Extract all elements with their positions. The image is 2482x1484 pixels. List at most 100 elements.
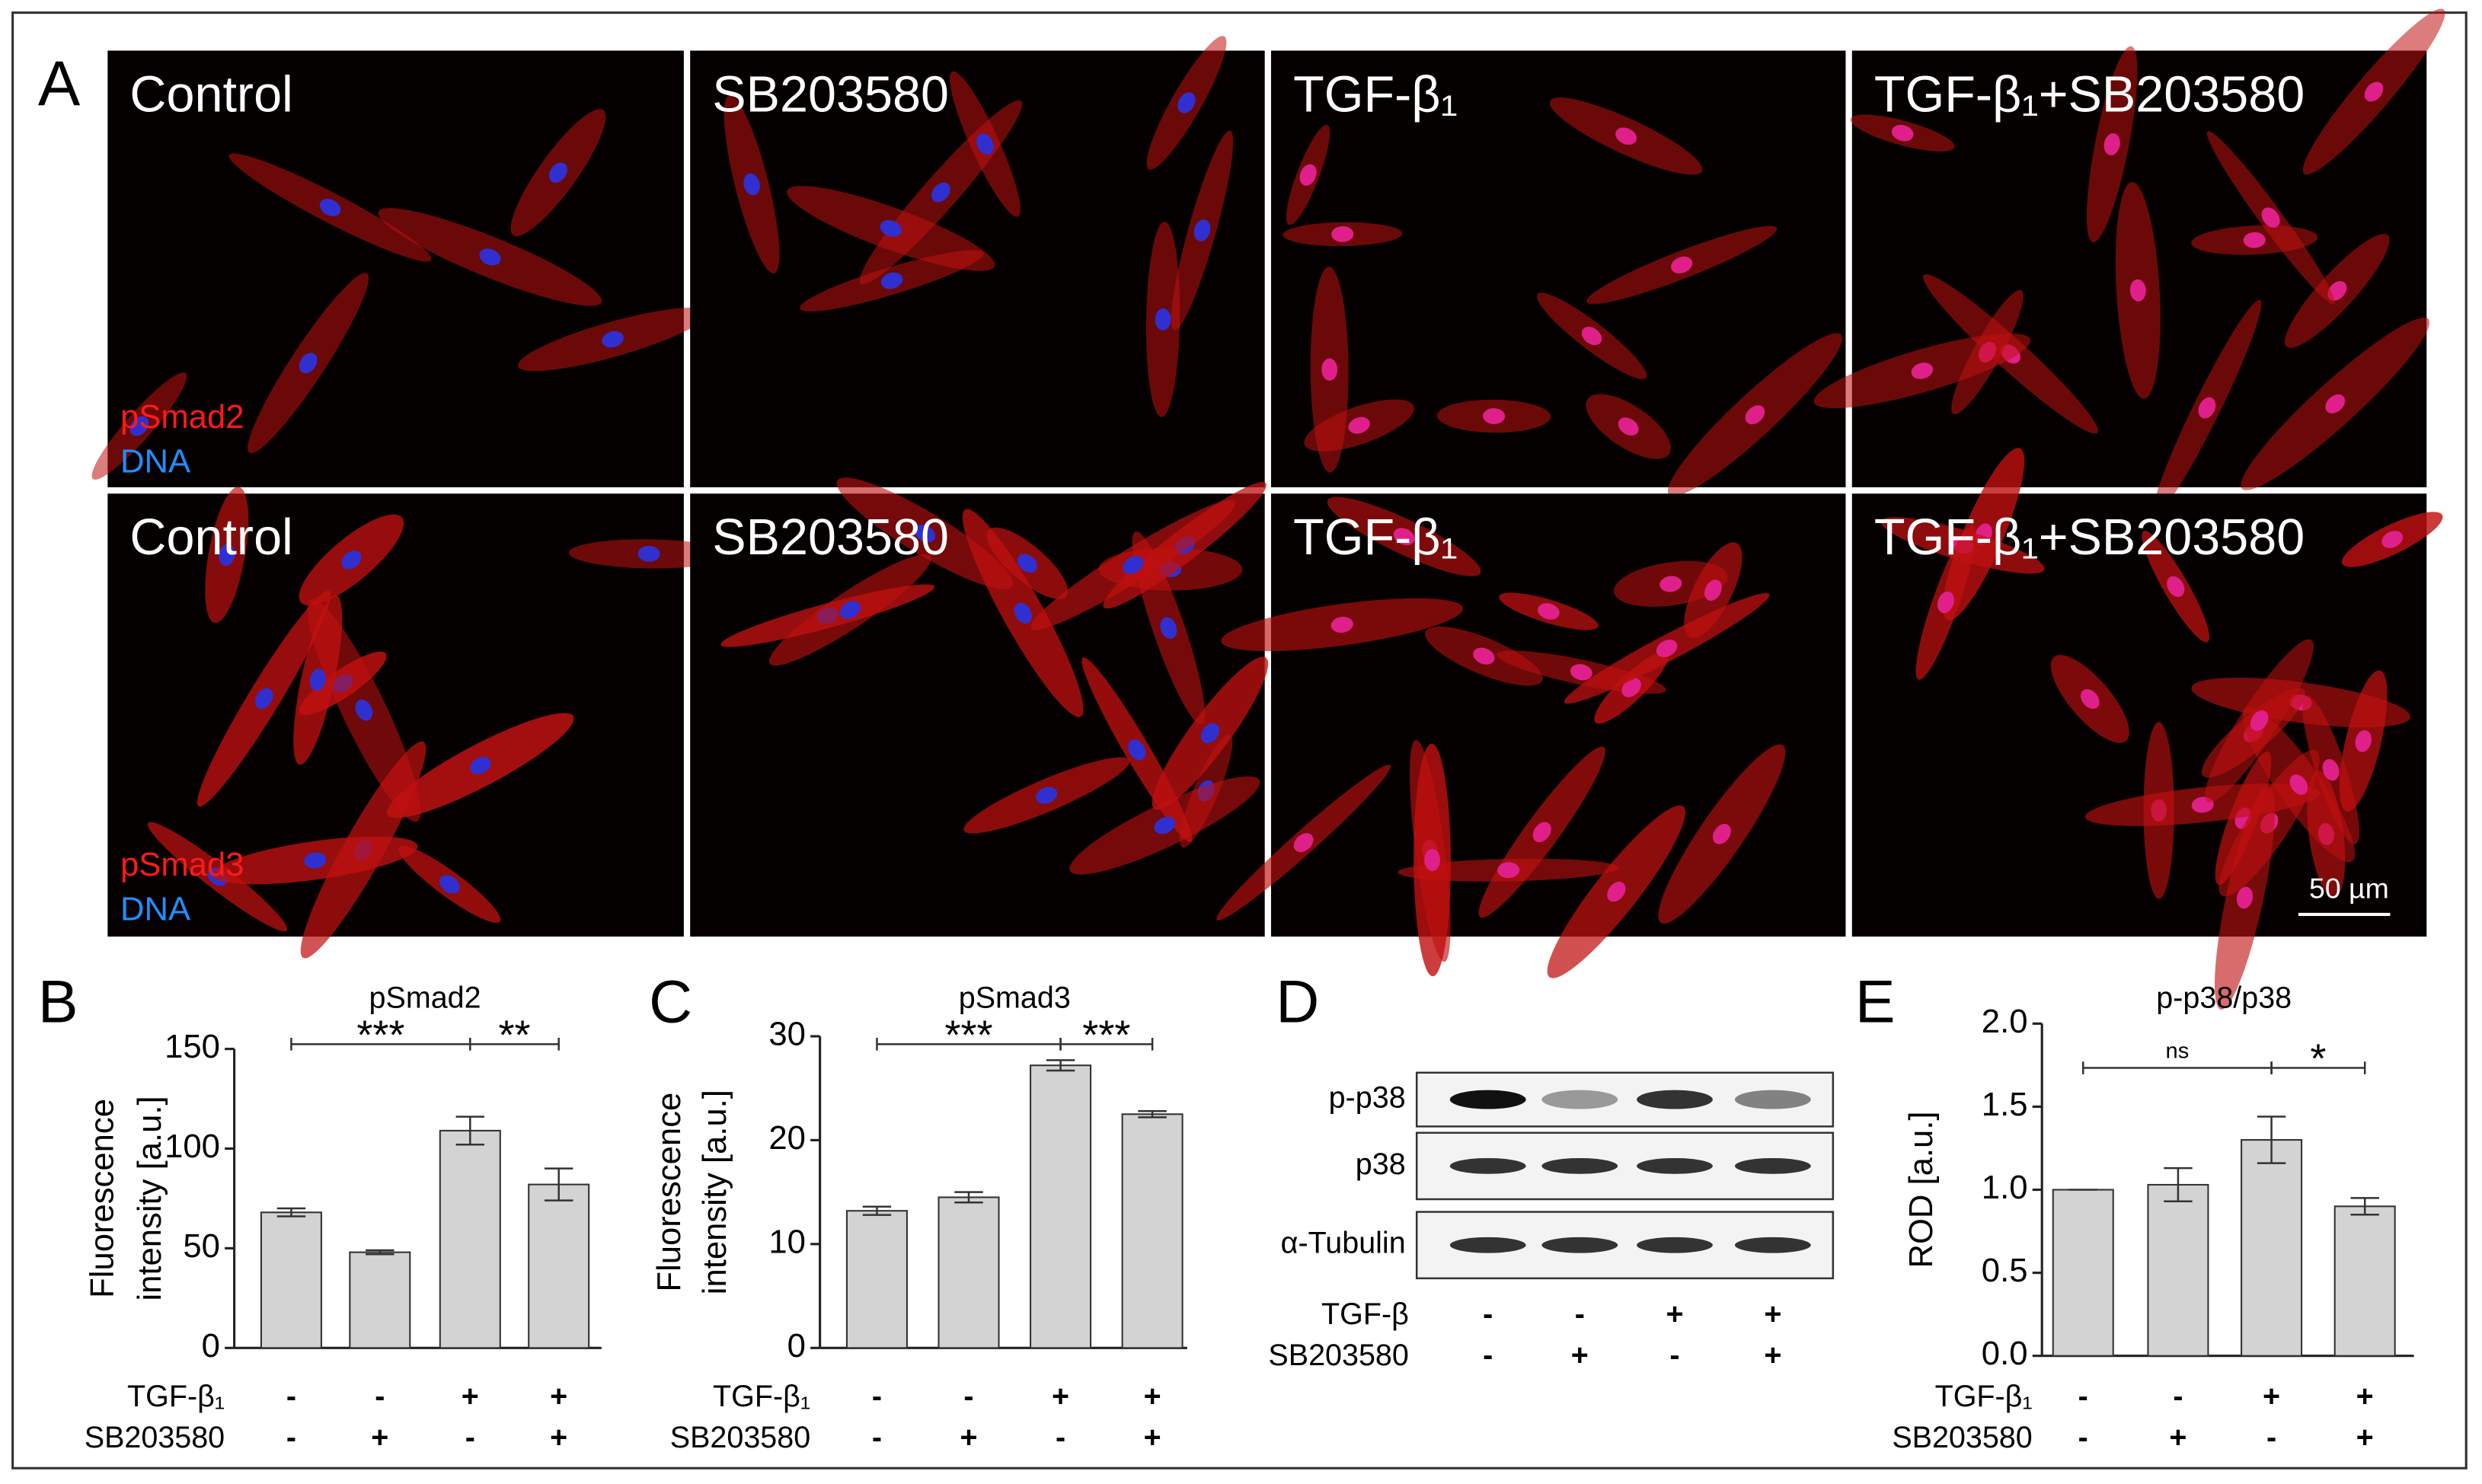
blot-row-label: p-p38 xyxy=(1329,1081,1406,1115)
treatment-sign: - xyxy=(1669,1339,1679,1372)
y-tick-label: 10 xyxy=(768,1223,806,1260)
condition-label: SB203580 xyxy=(712,66,949,123)
blot-band xyxy=(1449,1090,1526,1109)
nucleus xyxy=(743,173,760,196)
treatment-sign: + xyxy=(1764,1297,1781,1331)
treatment-sign: + xyxy=(550,1380,567,1413)
blot-band xyxy=(1449,1237,1526,1253)
blot-band xyxy=(1637,1157,1713,1174)
panel-letter: C xyxy=(649,968,692,1035)
nucleus xyxy=(914,524,936,543)
nucleus xyxy=(931,182,950,203)
condition-label: TGF-β₁ xyxy=(1293,509,1458,566)
nucleus xyxy=(1621,678,1641,697)
blot-band xyxy=(1541,1157,1618,1174)
nucleus xyxy=(880,272,903,289)
y-tick-label: 1.0 xyxy=(1982,1169,2028,1206)
nucleus xyxy=(1538,603,1560,620)
nucleus xyxy=(1424,848,1440,871)
y-axis-label: intensity [a.u.] xyxy=(696,1090,733,1294)
nucleus xyxy=(2198,397,2216,419)
treatment-label: TGF-β₁ xyxy=(127,1380,225,1413)
error-bar xyxy=(455,1115,485,1146)
nucleus xyxy=(1177,92,1196,113)
treatment-sign: - xyxy=(872,1421,882,1454)
y-axis-label: Fluorescence xyxy=(84,1099,121,1298)
micrograph xyxy=(107,487,730,959)
nucleus xyxy=(479,248,501,266)
chart-title: pSmad3 xyxy=(959,981,1071,1015)
treatment-sign: - xyxy=(872,1380,882,1413)
nucleus xyxy=(1331,226,1354,242)
treatment-label: SB203580 xyxy=(670,1421,810,1454)
significance-label: *** xyxy=(944,1012,992,1058)
chart-title: pSmad2 xyxy=(369,981,481,1015)
nucleus xyxy=(1128,739,1146,761)
blot-row-label: p38 xyxy=(1356,1147,1406,1181)
nucleus xyxy=(2236,886,2254,909)
bar xyxy=(439,1129,501,1349)
nucleus xyxy=(2129,279,2146,302)
treatment-sign: + xyxy=(2169,1421,2187,1454)
nucleus xyxy=(2243,231,2266,248)
bar xyxy=(2333,1205,2396,1357)
nucleus xyxy=(2080,689,2100,709)
blot-band xyxy=(1541,1090,1618,1109)
treatment-sign: - xyxy=(1575,1297,1585,1331)
y-axis-label: intensity [a.u.] xyxy=(131,1096,168,1300)
nucleus xyxy=(2289,774,2308,795)
nucleus xyxy=(1154,816,1176,835)
stain-label: DNA xyxy=(120,890,191,927)
nucleus xyxy=(1193,219,1211,241)
nucleus xyxy=(1656,640,1678,657)
error-bar xyxy=(276,1207,306,1218)
error-bar xyxy=(2350,1197,2379,1216)
nucleus xyxy=(976,133,994,155)
error-bar xyxy=(862,1205,892,1216)
nucleus xyxy=(1532,822,1551,843)
nucleus xyxy=(129,416,149,436)
treatment-sign: + xyxy=(2263,1380,2280,1413)
nucleus xyxy=(255,688,273,709)
nucleus xyxy=(602,330,624,348)
treatment-sign: - xyxy=(2266,1421,2276,1454)
stain-label: pSmad3 xyxy=(120,846,244,883)
condition-label: TGF-β₁+SB203580 xyxy=(1874,66,2305,123)
error-bar xyxy=(1138,1109,1167,1119)
y-tick-label: 0 xyxy=(787,1327,806,1364)
significance-bracket xyxy=(2270,1061,2366,1074)
y-tick-label: 150 xyxy=(165,1028,220,1065)
scale-bar-label: 50 µm xyxy=(2309,873,2389,905)
treatment-label: SB203580 xyxy=(1268,1339,1408,1372)
blot-band xyxy=(1734,1237,1811,1253)
y-tick-label: 30 xyxy=(768,1016,806,1053)
significance-label: *** xyxy=(356,1012,404,1058)
nucleus xyxy=(1659,576,1682,592)
nucleus xyxy=(2103,133,2120,155)
bar xyxy=(528,1183,590,1349)
treatment-sign: + xyxy=(1666,1297,1683,1331)
nucleus xyxy=(309,669,326,691)
error-bar xyxy=(1046,1059,1075,1072)
y-tick-label: 0.0 xyxy=(1982,1335,2028,1372)
treatment-label: TGF-β xyxy=(1321,1297,1409,1331)
y-tick-label: 0 xyxy=(202,1327,220,1364)
nucleus xyxy=(1497,862,1520,879)
nucleus xyxy=(355,699,373,721)
blot-row-label: α-Tubulin xyxy=(1281,1227,1406,1260)
significance-label: ** xyxy=(498,1012,530,1058)
nucleus xyxy=(1348,416,1370,434)
bar xyxy=(2052,1189,2114,1357)
treatment-sign: - xyxy=(2078,1380,2088,1413)
nucleus xyxy=(1713,823,1731,844)
bar xyxy=(349,1251,411,1349)
treatment-sign: + xyxy=(2356,1421,2374,1454)
nucleus xyxy=(1704,579,1722,602)
treatment-sign: - xyxy=(375,1380,385,1413)
micrograph xyxy=(690,36,1265,487)
treatment-sign: - xyxy=(286,1380,296,1413)
panel-letter: A xyxy=(38,48,81,119)
treatment-sign: - xyxy=(963,1380,973,1413)
nucleus xyxy=(341,551,362,570)
